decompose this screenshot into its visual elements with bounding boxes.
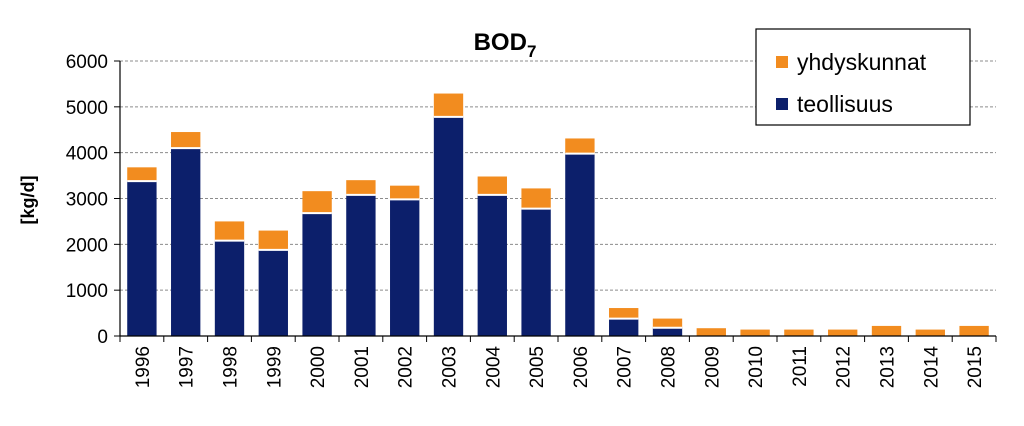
legend-label-yhdyskunnat: yhdyskunnat (797, 49, 927, 75)
bar-teollisuus-1998 (214, 240, 245, 336)
legend-frame (755, 28, 971, 126)
x-tick-label-1998: 1998 (221, 346, 242, 388)
x-tick-label-2002: 2002 (396, 346, 417, 388)
bar-teollisuus-2006 (565, 153, 595, 336)
legend-swatch-yhdyskunnat (776, 56, 788, 68)
chart-title-subscript: 7 (527, 42, 536, 61)
bar-yhdyskunnat-2009 (696, 328, 726, 336)
bar-teollisuus-2008 (652, 327, 683, 336)
x-tick-label-2005: 2005 (527, 346, 548, 388)
y-tick-label: 5000 (66, 98, 108, 119)
bar-yhdyskunnat-2014 (915, 329, 945, 336)
x-tick-label-2011: 2011 (790, 346, 811, 387)
bar-teollisuus-2005 (521, 208, 551, 336)
bar-yhdyskunnat-2015 (959, 325, 989, 336)
bar-yhdyskunnat-2004 (477, 176, 507, 195)
legend: yhdyskunnat teollisuus (755, 28, 971, 126)
y-tick-label: 3000 (66, 190, 108, 211)
bar-yhdyskunnat-1996 (127, 167, 157, 182)
bar-yhdyskunnat-2008 (652, 318, 683, 328)
bar-yhdyskunnat-2010 (740, 329, 770, 336)
bar-yhdyskunnat-2000 (302, 191, 332, 214)
y-axis-label: [kg/d] (18, 176, 38, 225)
bar-yhdyskunnat-1998 (214, 221, 245, 241)
x-tick-label-2003: 2003 (440, 346, 461, 388)
x-tick-label-1999: 1999 (264, 346, 285, 388)
x-tick-label-1996: 1996 (133, 346, 154, 388)
y-axis-ticks: 0 1000 2000 3000 4000 5000 6000 (66, 52, 120, 348)
x-tick-label-2004: 2004 (483, 346, 504, 389)
x-tick-label-2012: 2012 (834, 346, 855, 388)
x-tick-label-2000: 2000 (308, 346, 329, 388)
bar-yhdyskunnat-2002 (390, 185, 420, 200)
x-tick-label-2014: 2014 (921, 346, 942, 389)
chart-title: BOD7 (474, 29, 537, 61)
legend-swatch-teollisuus (776, 98, 788, 110)
bar-teollisuus-2004 (477, 194, 507, 336)
bar-yhdyskunnat-2007 (609, 308, 639, 319)
bar-yhdyskunnat-2013 (871, 325, 902, 336)
x-tick-label-1997: 1997 (177, 346, 198, 388)
bar-teollisuus-2000 (302, 213, 332, 336)
y-tick-label: 0 (97, 327, 108, 348)
bar-yhdyskunnat-1997 (171, 132, 201, 149)
x-tick-label-2008: 2008 (659, 346, 680, 388)
x-tick-label-2006: 2006 (571, 346, 592, 388)
bar-teollisuus-2002 (390, 199, 420, 336)
x-tick-label-2013: 2013 (878, 346, 899, 388)
y-tick-label: 6000 (66, 52, 108, 73)
x-tick-label-2007: 2007 (615, 346, 636, 388)
axes (119, 61, 996, 337)
bar-teollisuus-1999 (258, 249, 288, 336)
legend-label-teollisuus: teollisuus (797, 91, 893, 117)
y-tick-label: 4000 (66, 144, 108, 165)
bar-marks (127, 93, 989, 337)
bar-yhdyskunnat-2001 (346, 180, 376, 195)
x-tick-label-2010: 2010 (746, 346, 767, 388)
bar-teollisuus-2003 (433, 116, 464, 337)
x-tick-label-2001: 2001 (352, 346, 373, 388)
x-axis-ticks: 1996 1997 1998 1999 2000 2001 2002 2003 2004 2005… (119, 336, 997, 389)
x-tick-label-2009: 2009 (702, 346, 723, 388)
y-tick-label: 1000 (66, 281, 108, 302)
bar-teollisuus-2007 (609, 318, 639, 336)
bar-yhdyskunnat-1999 (258, 230, 288, 250)
x-tick-label-2015: 2015 (965, 346, 986, 388)
bar-yhdyskunnat-2005 (521, 188, 551, 209)
y-tick-label: 2000 (66, 235, 108, 256)
bar-yhdyskunnat-2012 (828, 329, 858, 336)
bar-teollisuus-1996 (127, 181, 157, 336)
bar-yhdyskunnat-2011 (784, 329, 814, 336)
bar-teollisuus-2001 (346, 194, 376, 336)
bar-yhdyskunnat-2006 (565, 138, 595, 154)
bar-yhdyskunnat-2003 (433, 93, 464, 117)
bar-teollisuus-1997 (171, 148, 201, 336)
